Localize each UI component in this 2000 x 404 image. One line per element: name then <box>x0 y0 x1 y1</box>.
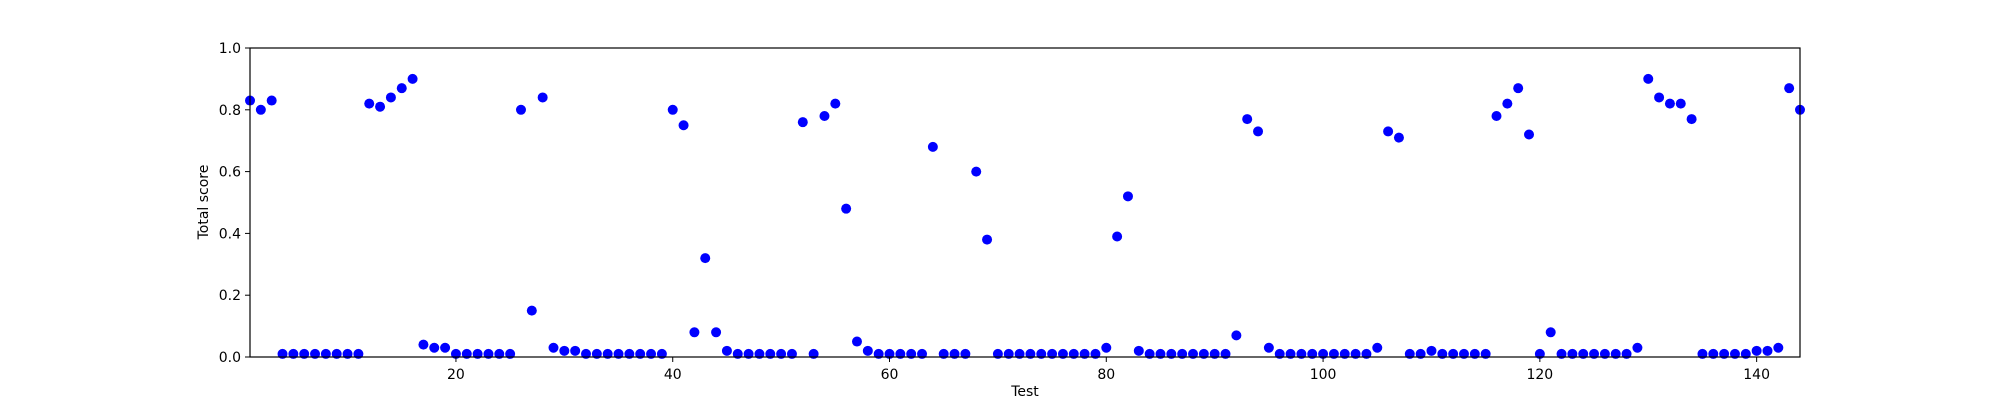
y-tick-label: 0.4 <box>219 226 241 242</box>
data-point <box>1101 342 1112 353</box>
data-point <box>418 339 429 350</box>
data-point <box>1751 345 1762 356</box>
data-point <box>559 345 570 356</box>
data-point <box>440 342 451 353</box>
data-point <box>515 104 526 115</box>
data-point <box>396 83 407 94</box>
x-axis-ticks: 20 40 60 80 100 120 140 <box>447 357 1770 383</box>
data-point <box>1372 342 1383 353</box>
data-point <box>851 336 862 347</box>
data-point <box>797 117 808 128</box>
data-point <box>971 166 982 177</box>
data-point <box>721 345 732 356</box>
y-tick-label: 1.0 <box>219 41 241 57</box>
x-axis-label: Test <box>1010 384 1039 400</box>
data-point <box>1664 98 1675 109</box>
data-point <box>1632 342 1643 353</box>
data-point <box>1513 83 1524 94</box>
data-point <box>1654 92 1665 103</box>
data-point <box>1393 132 1404 143</box>
data-point <box>862 345 873 356</box>
data-point <box>526 305 537 316</box>
data-point <box>1675 98 1686 109</box>
data-point <box>1686 114 1697 125</box>
data-point <box>1524 129 1535 140</box>
data-point <box>364 98 375 109</box>
x-tick-label: 140 <box>1743 367 1770 383</box>
data-point <box>375 101 386 112</box>
data-point <box>678 120 689 131</box>
data-point <box>537 92 548 103</box>
data-point <box>1112 231 1123 242</box>
data-point <box>1784 83 1795 94</box>
x-tick-label: 40 <box>664 367 682 383</box>
data-point <box>385 92 396 103</box>
data-point <box>1253 126 1264 137</box>
data-point <box>429 342 440 353</box>
data-point <box>1545 327 1556 338</box>
data-point <box>266 95 277 106</box>
data-point <box>1133 345 1144 356</box>
data-point <box>570 345 581 356</box>
data-point <box>1762 345 1773 356</box>
y-tick-label: 0.8 <box>219 103 241 119</box>
data-point <box>1491 110 1502 121</box>
data-point <box>1231 330 1242 341</box>
data-point <box>1426 345 1437 356</box>
data-point <box>1773 342 1784 353</box>
data-point <box>841 203 852 214</box>
data-point <box>548 342 559 353</box>
x-tick-label: 100 <box>1310 367 1337 383</box>
data-point <box>667 104 678 115</box>
plot-area-frame <box>249 47 1801 358</box>
x-tick-label: 80 <box>1097 367 1115 383</box>
x-tick-label: 20 <box>447 367 465 383</box>
x-tick-label: 120 <box>1526 367 1553 383</box>
data-point <box>1263 342 1274 353</box>
data-point <box>1122 191 1133 202</box>
points-layer <box>245 73 1805 359</box>
data-point <box>689 327 700 338</box>
y-axis-ticks: 0.0 0.2 0.4 0.6 0.8 1.0 <box>219 41 250 366</box>
data-point <box>1502 98 1513 109</box>
data-point <box>711 327 722 338</box>
data-point <box>255 104 266 115</box>
data-point <box>407 73 418 84</box>
data-point <box>1242 114 1253 125</box>
y-axis-label: Total score <box>196 165 212 241</box>
data-point <box>1383 126 1394 137</box>
data-point <box>1643 73 1654 84</box>
y-tick-label: 0.2 <box>219 288 241 304</box>
x-tick-label: 60 <box>881 367 899 383</box>
y-tick-label: 0.0 <box>219 350 241 366</box>
data-point <box>927 141 938 152</box>
data-point <box>819 110 830 121</box>
data-point <box>982 234 993 245</box>
y-tick-label: 0.6 <box>219 165 241 181</box>
data-point <box>700 253 711 264</box>
data-point <box>830 98 841 109</box>
